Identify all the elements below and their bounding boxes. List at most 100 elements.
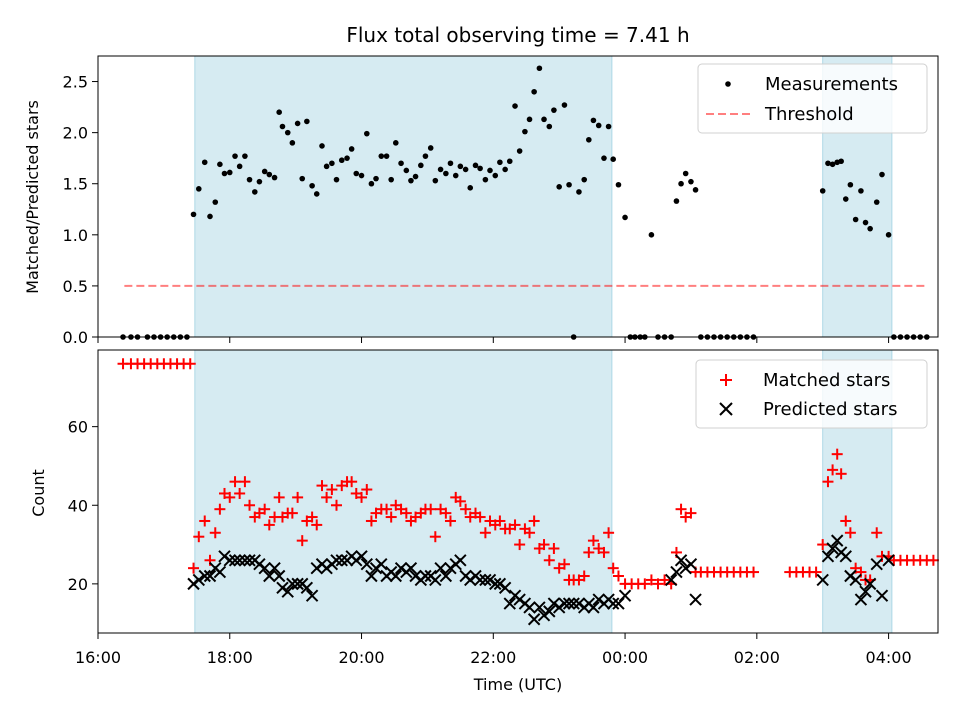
measurement-point [437, 166, 444, 173]
measurement-point [885, 232, 892, 238]
measurement-point [477, 165, 483, 172]
matched-star-point [675, 503, 687, 515]
measurement-point [304, 118, 310, 125]
predicted-star-point [258, 561, 271, 575]
measurement-point [576, 189, 582, 195]
predicted-star-point [305, 589, 319, 602]
predicted-star-point [228, 554, 242, 567]
matched-star-point [927, 554, 939, 566]
measurement-point [502, 166, 508, 173]
predicted-star-point [670, 565, 683, 579]
matched-star-point [871, 527, 883, 539]
matched-star-point [524, 527, 536, 539]
matched-star-point [244, 499, 256, 511]
predicted-star-point [429, 573, 442, 587]
measurement-point [403, 167, 410, 174]
matched-star-point [538, 539, 550, 551]
measurement-point [196, 186, 202, 192]
matched-star-point [400, 507, 412, 519]
matched-star-point [346, 476, 358, 488]
matched-star-point [822, 476, 834, 488]
matched-star-point [229, 476, 241, 488]
predicted-star-point [859, 585, 872, 598]
predicted-star-point [882, 554, 895, 567]
matched-star-point [385, 511, 397, 523]
measurement-point [217, 161, 223, 168]
legend-threshold: Threshold [764, 104, 854, 125]
measurement-point [443, 170, 449, 177]
predicted-legend-marker [719, 402, 733, 416]
predicted-star-point [454, 554, 467, 567]
predicted-star-point [286, 577, 299, 591]
top-y-tick-label: 0.5 [63, 277, 88, 296]
matched-star-point [209, 527, 221, 539]
measurement-point [252, 189, 258, 195]
predicted-star-point [863, 577, 877, 591]
predicted-star-point [489, 577, 502, 591]
measurement-point [838, 158, 844, 165]
matched-star-point [454, 495, 466, 507]
x-tick-label: 04:00 [866, 648, 912, 667]
matched-star-point [321, 491, 333, 503]
measurement-point [615, 181, 622, 188]
measurement-point [373, 175, 379, 182]
bottom-shaded-region-0 [194, 349, 613, 634]
measurement-point [457, 163, 464, 170]
top-y-tick-label: 2.0 [63, 124, 88, 143]
legend-matched-stars: Matched stars [763, 370, 890, 391]
matched-star-point [429, 531, 441, 543]
measurement-point [541, 116, 547, 123]
matched-star-point [810, 566, 822, 578]
measurement-point [566, 181, 572, 188]
measurement-point [221, 170, 228, 177]
measurement-point [581, 176, 588, 183]
measurement-point [648, 232, 655, 238]
predicted-star-point [360, 558, 374, 571]
top-panel: 0.0 0.5 1.0 1.5 2.0 2.5 Flux total observing … [23, 23, 939, 347]
predicted-star-point [567, 597, 580, 610]
predicted-star-point [543, 605, 556, 618]
measurement-point [819, 188, 826, 194]
matched-star-point [311, 519, 323, 531]
legend-predicted-stars: Predicted stars [763, 399, 897, 420]
predicted-star-point [562, 597, 576, 610]
predicted-star-point [243, 554, 256, 567]
x-tick-label: 18:00 [207, 648, 253, 667]
x-tick-label: 16:00 [75, 648, 121, 667]
measurement-point [622, 214, 628, 221]
matched-star-point [361, 484, 373, 496]
matched-star-point [474, 511, 486, 523]
measurement-point [333, 176, 340, 183]
measurement-point [692, 187, 699, 193]
measurement-point [338, 157, 345, 164]
measurements-legend-marker [725, 81, 731, 87]
measurement-point [526, 116, 533, 123]
measurement-point [323, 163, 330, 170]
measurement-point [551, 107, 557, 113]
matched-star-point [460, 503, 472, 515]
legend-measurements: Measurements [765, 74, 898, 95]
matched-star-point [607, 562, 619, 574]
predicted-star-point [272, 569, 286, 583]
matched-star-point [224, 491, 236, 503]
measurement-point [383, 153, 390, 159]
predicted-star-point [587, 601, 600, 614]
predicted-star-point [558, 597, 571, 610]
matched-star-point [587, 535, 599, 547]
measurement-point [536, 65, 543, 72]
matched-star-point [528, 515, 540, 527]
matched-star-point [479, 527, 491, 539]
predicted-star-point [192, 573, 206, 587]
matched-star-point [494, 515, 506, 527]
bottom-panel: 20 40 60 16:00 18:00 20:00 22:00 00:00 02:00 04:… [29, 349, 939, 694]
matched-star-point [239, 476, 251, 488]
predicted-star-point [223, 554, 236, 567]
predicted-star-point [664, 573, 678, 587]
matched-star-point [273, 491, 285, 503]
matched-star-point [184, 358, 196, 370]
measurement-point [284, 129, 291, 136]
predicted-star-point [523, 601, 536, 614]
measurement-point [847, 181, 854, 188]
predicted-star-point [503, 597, 516, 610]
matched-legend-marker [720, 374, 732, 386]
